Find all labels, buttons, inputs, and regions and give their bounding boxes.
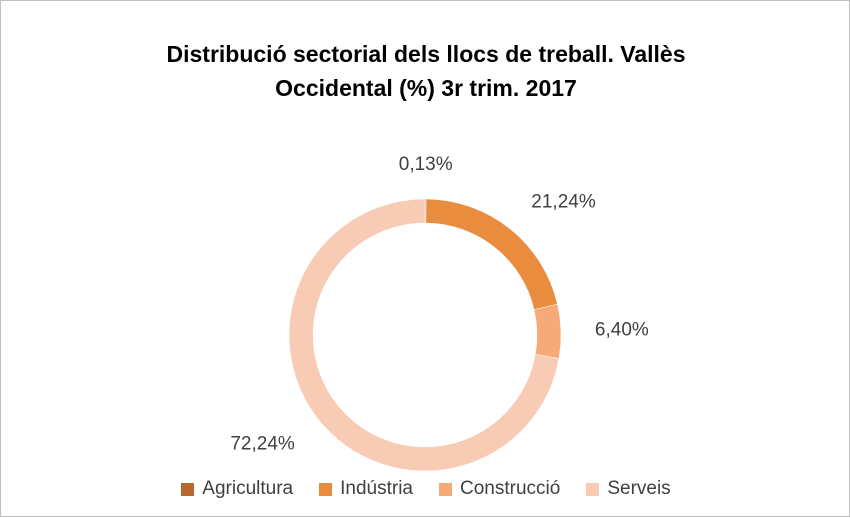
data-label: 0,13% (399, 154, 453, 175)
data-label: 72,24% (230, 433, 295, 454)
chart-title: Distribució sectorial dels llocs de treb… (166, 41, 686, 101)
legend-label: Construcció (460, 478, 561, 499)
legend-swatch (181, 482, 195, 496)
legend-swatch (319, 482, 333, 496)
donut-segment (425, 198, 558, 310)
legend-label: Serveis (607, 478, 671, 499)
donut-segment (533, 303, 562, 359)
legend-swatch (439, 482, 452, 496)
data-label: 21,24% (531, 191, 596, 212)
donut-segment (288, 198, 560, 472)
legend-label: Indústria (340, 478, 413, 499)
legend-item: Construcció (439, 478, 560, 500)
legend-swatch (586, 482, 600, 496)
legend-item: Serveis (586, 478, 671, 500)
legend-item: Indústria (319, 478, 413, 500)
legend: Agricultura Indústria Construcció Serveis (1, 478, 850, 500)
data-label: 6,40% (595, 319, 649, 340)
legend-item: Agricultura (181, 478, 293, 500)
legend-label: Agricultura (202, 478, 294, 499)
